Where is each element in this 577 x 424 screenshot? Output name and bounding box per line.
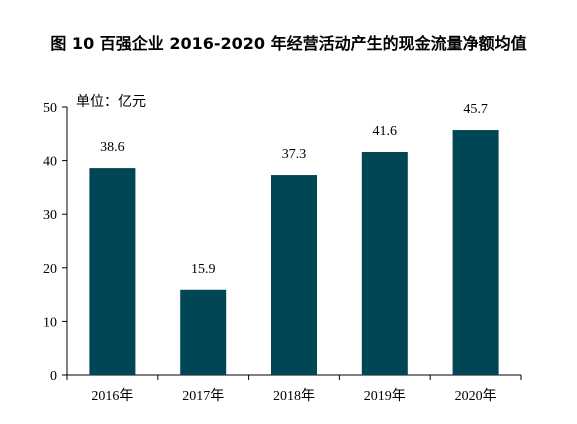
value-label: 15.9 bbox=[191, 262, 216, 277]
y-tick-label: 10 bbox=[43, 315, 57, 330]
bars bbox=[89, 130, 499, 375]
value-label: 41.6 bbox=[373, 124, 398, 139]
bar bbox=[271, 175, 317, 375]
x-tick-label: 2019年 bbox=[364, 388, 406, 404]
x-tick-label: 2017年 bbox=[182, 388, 224, 404]
unit-label: 单位：亿元 bbox=[76, 94, 146, 110]
x-tick-label: 2020年 bbox=[455, 388, 497, 404]
bar bbox=[452, 130, 499, 375]
y-tick-label: 30 bbox=[43, 208, 57, 223]
y-tick-label: 50 bbox=[43, 101, 57, 116]
x-tick-label: 2016年 bbox=[91, 388, 133, 404]
value-label: 38.6 bbox=[100, 140, 125, 155]
bar bbox=[89, 168, 136, 375]
y-tick-label: 40 bbox=[43, 155, 57, 170]
labels: 38.6 2016年 15.9 2017年 37.3 2018年 41.6 2019年 45.7… bbox=[91, 102, 496, 404]
y-tick-label: 20 bbox=[43, 262, 57, 277]
bar bbox=[361, 152, 408, 375]
x-tick-label: 2018年 bbox=[273, 388, 315, 404]
y-tick-label: 0 bbox=[50, 369, 57, 384]
value-label: 45.7 bbox=[463, 102, 488, 117]
chart-title: 图 10 百强企业 2016-2020 年经营活动产生的现金流量净额均值 bbox=[50, 34, 527, 53]
value-label: 37.3 bbox=[282, 147, 307, 162]
bar bbox=[180, 289, 227, 375]
